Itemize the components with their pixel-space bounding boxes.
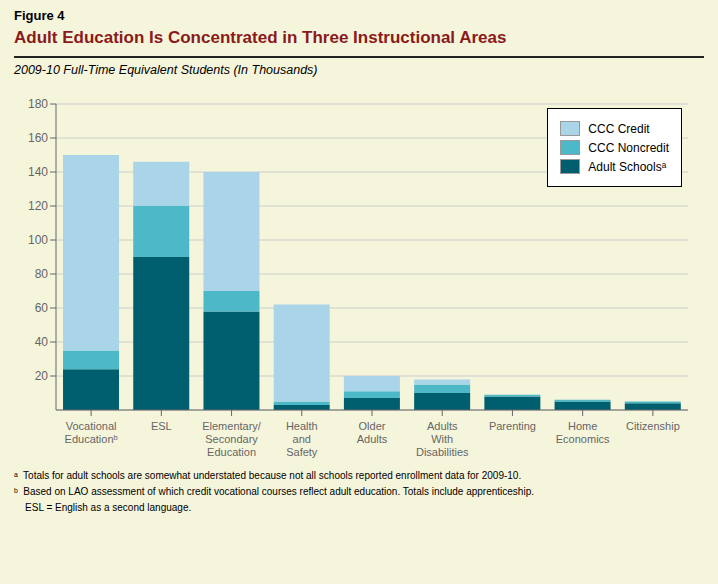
html-text:CCC Credit: CCC Credit [588,121,650,136]
svg-text:Citizenship: Citizenship [626,420,680,432]
svg-text:80: 80 [35,267,49,281]
svg-text:160: 160 [28,131,48,145]
svg-text:180: 180 [28,97,48,111]
svg-text:VocationalEducationᵇ: VocationalEducationᵇ [65,420,118,445]
svg-text:60: 60 [35,301,49,315]
html-text:Adult Education Is Concentrate: Adult Education Is Concentrated in Three… [14,28,507,47]
svg-text:HealthandSafety: HealthandSafety [286,420,318,458]
html-text:ᵇ Based on LAO assessment of w: ᵇ Based on LAO assessment of which credi… [14,486,534,497]
svg-text:Parenting: Parenting [489,420,536,432]
svg-text:AdultsWithDisabilities: AdultsWithDisabilities [416,420,469,458]
html-text:Figure 4: Figure 4 [14,8,65,23]
html-text:CCC Noncredit: CCC Noncredit [588,140,669,155]
html-text:ᵃ Totals for adult schools are: ᵃ Totals for adult schools are somewhat … [14,470,522,481]
html-text:2009-10 Full-Time Equivalent S: 2009-10 Full-Time Equivalent Students (I… [14,63,318,77]
svg-text:20: 20 [35,369,49,383]
svg-text:140: 140 [28,165,48,179]
svg-text:ESL: ESL [151,420,172,432]
svg-text:120: 120 [28,199,48,213]
svg-text:HomeEconomics: HomeEconomics [556,420,610,445]
svg-text:40: 40 [35,335,49,349]
html-text:Adult Schoolsᵃ: Adult Schoolsᵃ [588,159,667,174]
svg-text:OlderAdults: OlderAdults [357,420,388,445]
html-text:ESL = English as a second lang: ESL = English as a second language. [14,502,192,513]
svg-text:Elementary/SecondaryEducation: Elementary/SecondaryEducation [202,420,262,458]
svg-text:100: 100 [28,233,48,247]
